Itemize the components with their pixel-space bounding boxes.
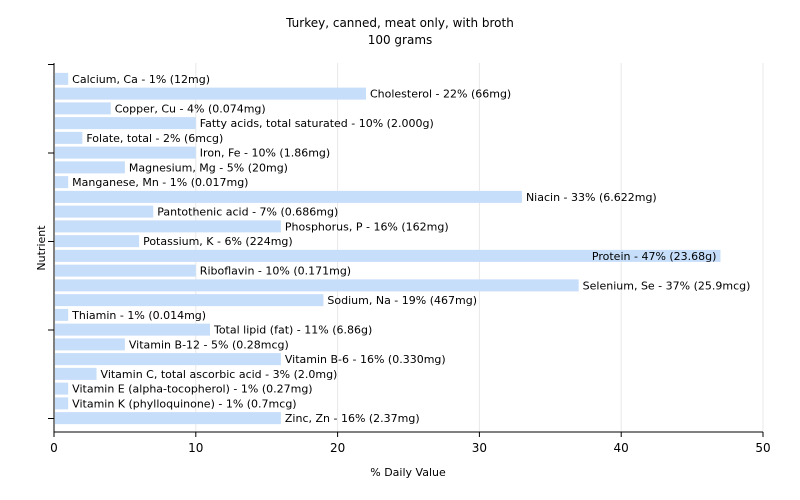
bar-label: Manganese, Mn - 1% (0.017mg) bbox=[72, 176, 248, 189]
grid-lines bbox=[195, 63, 764, 432]
bar bbox=[55, 279, 579, 292]
bar-label: Potassium, K - 6% (224mg) bbox=[143, 235, 293, 248]
bar-label: Magnesium, Mg - 5% (20mg) bbox=[129, 161, 288, 174]
bar-label: Vitamin E (alpha-tocopherol) - 1% (0.27m… bbox=[72, 383, 312, 396]
bar bbox=[55, 323, 210, 336]
x-tick-label: 40 bbox=[614, 441, 629, 455]
y-axis-label: Nutrient bbox=[35, 225, 48, 271]
bar bbox=[55, 220, 281, 233]
bar-label: Thiamin - 1% (0.014mg) bbox=[71, 309, 206, 322]
bar-label: Pantothenic acid - 7% (0.686mg) bbox=[157, 206, 338, 219]
bar-label: Cholesterol - 22% (66mg) bbox=[370, 88, 511, 101]
bar bbox=[55, 72, 69, 85]
bar bbox=[55, 294, 324, 307]
bar bbox=[55, 190, 522, 203]
bar bbox=[55, 264, 196, 277]
bar-label: Folate, total - 2% (6mcg) bbox=[86, 132, 223, 145]
bar-label: Niacin - 33% (6.622mg) bbox=[526, 191, 657, 204]
axes: 0 10 20 30 40 50 bbox=[48, 63, 771, 455]
x-tick-label: 30 bbox=[472, 441, 487, 455]
bar bbox=[55, 161, 125, 174]
bar bbox=[55, 397, 69, 410]
bar bbox=[55, 367, 97, 380]
bar-label: Vitamin B-6 - 16% (0.330mg) bbox=[285, 353, 446, 366]
bar-label: Calcium, Ca - 1% (12mg) bbox=[72, 73, 210, 86]
bar-label: Phosphorus, P - 16% (162mg) bbox=[285, 220, 449, 233]
bar-label: Total lipid (fat) - 11% (6.86g) bbox=[213, 324, 372, 337]
chart-subtitle: 100 grams bbox=[368, 33, 433, 47]
bar bbox=[55, 308, 69, 321]
bar-label: Protein - 47% (23.68g) bbox=[592, 250, 717, 263]
bar bbox=[55, 176, 69, 189]
x-tick-label: 50 bbox=[755, 441, 770, 455]
bar bbox=[55, 249, 721, 262]
bar-label: Iron, Fe - 10% (1.86mg) bbox=[200, 147, 330, 160]
bar-label: Selenium, Se - 37% (25.9mcg) bbox=[583, 279, 751, 292]
bar-label: Vitamin B-12 - 5% (0.28mcg) bbox=[129, 338, 289, 351]
bars: Calcium, Ca - 1% (12mg) Cholesterol - 22%… bbox=[55, 72, 751, 425]
bar-label: Copper, Cu - 4% (0.074mg) bbox=[115, 102, 266, 115]
bar bbox=[55, 412, 281, 425]
bar bbox=[55, 235, 140, 248]
bar bbox=[55, 131, 83, 144]
bar-label: Vitamin C, total ascorbic acid - 3% (2.0… bbox=[101, 368, 338, 381]
bar bbox=[55, 102, 111, 115]
bar-label: Zinc, Zn - 16% (2.37mg) bbox=[285, 412, 420, 425]
bar bbox=[55, 338, 125, 351]
bar-label: Fatty acids, total saturated - 10% (2.00… bbox=[200, 117, 434, 130]
bar-label: Riboflavin - 10% (0.171mg) bbox=[200, 265, 351, 278]
bar bbox=[55, 117, 196, 130]
x-tick-label: 20 bbox=[330, 441, 345, 455]
bar bbox=[55, 205, 154, 218]
chart-title: Turkey, canned, meat only, with broth bbox=[285, 16, 514, 30]
bar bbox=[55, 146, 196, 159]
bar-label: Sodium, Na - 19% (467mg) bbox=[327, 294, 477, 307]
bar bbox=[55, 353, 281, 366]
x-axis-label: % Daily Value bbox=[370, 466, 446, 479]
bar-label: Vitamin K (phylloquinone) - 1% (0.7mcg) bbox=[72, 397, 296, 410]
x-tick-label: 0 bbox=[50, 441, 58, 455]
bar bbox=[55, 382, 69, 395]
bar bbox=[55, 87, 366, 100]
x-tick-label: 10 bbox=[188, 441, 203, 455]
